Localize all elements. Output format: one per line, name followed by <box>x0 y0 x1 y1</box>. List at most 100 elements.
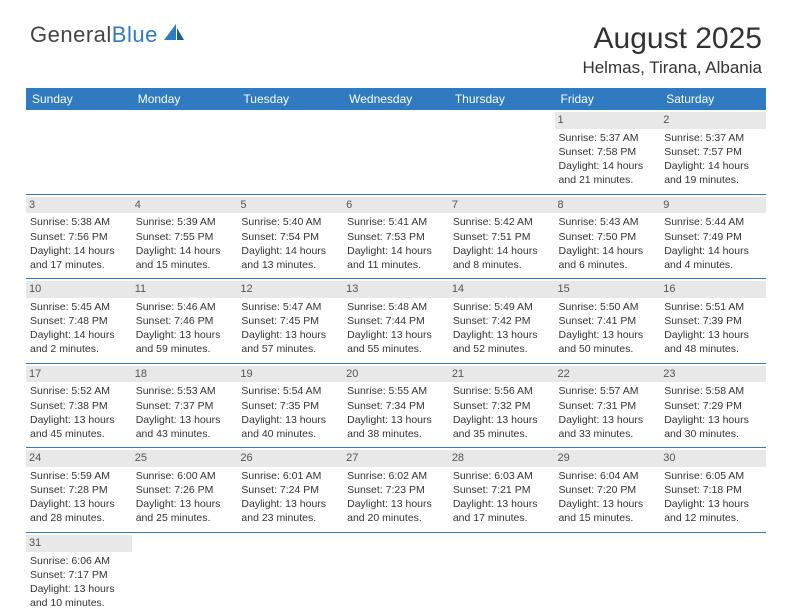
weekday-header: Wednesday <box>343 88 449 110</box>
cell-text: Sunrise: 5:37 AM <box>559 131 657 145</box>
calendar-cell: 3Sunrise: 5:38 AMSunset: 7:56 PMDaylight… <box>26 194 132 279</box>
cell-text: Daylight: 14 hours <box>241 244 339 258</box>
calendar-cell: 12Sunrise: 5:47 AMSunset: 7:45 PMDayligh… <box>237 279 343 364</box>
cell-text: Sunset: 7:35 PM <box>241 399 339 413</box>
calendar-row: 24Sunrise: 5:59 AMSunset: 7:28 PMDayligh… <box>26 448 766 533</box>
calendar-cell <box>449 532 555 616</box>
weekday-header: Tuesday <box>237 88 343 110</box>
cell-text: Sunset: 7:21 PM <box>453 483 551 497</box>
location: Helmas, Tirana, Albania <box>582 58 762 78</box>
cell-text: Daylight: 13 hours <box>453 413 551 427</box>
day-number: 27 <box>343 450 449 467</box>
cell-text: and 23 minutes. <box>241 511 339 525</box>
day-number: 3 <box>26 197 132 214</box>
calendar-cell: 16Sunrise: 5:51 AMSunset: 7:39 PMDayligh… <box>660 279 766 364</box>
cell-text: Sunrise: 5:49 AM <box>453 300 551 314</box>
cell-text: Sunset: 7:55 PM <box>136 230 234 244</box>
cell-text: Sunset: 7:20 PM <box>559 483 657 497</box>
cell-text: Sunset: 7:32 PM <box>453 399 551 413</box>
cell-text: Sunset: 7:18 PM <box>664 483 762 497</box>
calendar-cell: 8Sunrise: 5:43 AMSunset: 7:50 PMDaylight… <box>555 194 661 279</box>
cell-text: Daylight: 13 hours <box>559 328 657 342</box>
cell-text: Sunrise: 5:56 AM <box>453 384 551 398</box>
cell-text: Daylight: 13 hours <box>347 413 445 427</box>
cell-text: Sunset: 7:38 PM <box>30 399 128 413</box>
cell-text: Daylight: 13 hours <box>664 497 762 511</box>
day-number: 23 <box>660 366 766 383</box>
cell-text: Daylight: 14 hours <box>664 159 762 173</box>
calendar-cell <box>449 110 555 194</box>
cell-text: Sunrise: 5:44 AM <box>664 215 762 229</box>
day-number: 20 <box>343 366 449 383</box>
cell-text: and 2 minutes. <box>30 342 128 356</box>
cell-text: Daylight: 13 hours <box>347 328 445 342</box>
weekday-header: Saturday <box>660 88 766 110</box>
day-number: 11 <box>132 281 238 298</box>
calendar-row: 17Sunrise: 5:52 AMSunset: 7:38 PMDayligh… <box>26 363 766 448</box>
logo-text-1: General <box>30 22 112 48</box>
cell-text: Sunset: 7:26 PM <box>136 483 234 497</box>
calendar-cell <box>237 532 343 616</box>
day-number: 5 <box>237 197 343 214</box>
cell-text: Daylight: 13 hours <box>30 497 128 511</box>
cell-text: Sunrise: 5:43 AM <box>559 215 657 229</box>
cell-text: Sunrise: 6:06 AM <box>30 554 128 568</box>
cell-text: and 48 minutes. <box>664 342 762 356</box>
day-number: 19 <box>237 366 343 383</box>
cell-text: and 50 minutes. <box>559 342 657 356</box>
cell-text: and 10 minutes. <box>30 596 128 610</box>
calendar-cell: 25Sunrise: 6:00 AMSunset: 7:26 PMDayligh… <box>132 448 238 533</box>
cell-text: Sunrise: 5:47 AM <box>241 300 339 314</box>
cell-text: Sunset: 7:51 PM <box>453 230 551 244</box>
cell-text: Sunrise: 5:55 AM <box>347 384 445 398</box>
cell-text: Sunset: 7:37 PM <box>136 399 234 413</box>
cell-text: Sunrise: 5:54 AM <box>241 384 339 398</box>
calendar-cell: 6Sunrise: 5:41 AMSunset: 7:53 PMDaylight… <box>343 194 449 279</box>
cell-text: Sunset: 7:29 PM <box>664 399 762 413</box>
calendar-cell <box>660 532 766 616</box>
calendar-cell <box>132 110 238 194</box>
cell-text: and 8 minutes. <box>453 258 551 272</box>
month-title: August 2025 <box>582 22 762 56</box>
calendar-cell: 5Sunrise: 5:40 AMSunset: 7:54 PMDaylight… <box>237 194 343 279</box>
day-number: 30 <box>660 450 766 467</box>
cell-text: Daylight: 13 hours <box>136 328 234 342</box>
cell-text: Daylight: 13 hours <box>664 328 762 342</box>
cell-text: Sunrise: 5:48 AM <box>347 300 445 314</box>
cell-text: Daylight: 13 hours <box>347 497 445 511</box>
weekday-header: Sunday <box>26 88 132 110</box>
cell-text: and 17 minutes. <box>453 511 551 525</box>
cell-text: Sunrise: 5:59 AM <box>30 469 128 483</box>
cell-text: Daylight: 14 hours <box>30 328 128 342</box>
day-number: 14 <box>449 281 555 298</box>
cell-text: Daylight: 14 hours <box>30 244 128 258</box>
calendar-row: 31Sunrise: 6:06 AMSunset: 7:17 PMDayligh… <box>26 532 766 616</box>
cell-text: Sunset: 7:49 PM <box>664 230 762 244</box>
calendar-cell: 2Sunrise: 5:37 AMSunset: 7:57 PMDaylight… <box>660 110 766 194</box>
cell-text: Sunrise: 6:00 AM <box>136 469 234 483</box>
calendar-cell: 1Sunrise: 5:37 AMSunset: 7:58 PMDaylight… <box>555 110 661 194</box>
cell-text: Sunrise: 6:05 AM <box>664 469 762 483</box>
day-number: 29 <box>555 450 661 467</box>
cell-text: Sunset: 7:48 PM <box>30 314 128 328</box>
calendar-cell: 7Sunrise: 5:42 AMSunset: 7:51 PMDaylight… <box>449 194 555 279</box>
cell-text: Daylight: 13 hours <box>241 328 339 342</box>
day-number: 9 <box>660 197 766 214</box>
cell-text: Sunset: 7:31 PM <box>559 399 657 413</box>
cell-text: Daylight: 14 hours <box>559 244 657 258</box>
calendar-cell: 18Sunrise: 5:53 AMSunset: 7:37 PMDayligh… <box>132 363 238 448</box>
day-number: 25 <box>132 450 238 467</box>
weekday-header: Friday <box>555 88 661 110</box>
calendar-cell: 4Sunrise: 5:39 AMSunset: 7:55 PMDaylight… <box>132 194 238 279</box>
cell-text: and 15 minutes. <box>136 258 234 272</box>
header: GeneralBlue August 2025 Helmas, Tirana, … <box>0 0 792 88</box>
cell-text: and 17 minutes. <box>30 258 128 272</box>
day-number: 15 <box>555 281 661 298</box>
cell-text: and 33 minutes. <box>559 427 657 441</box>
calendar-cell <box>132 532 238 616</box>
weekday-header: Monday <box>132 88 238 110</box>
title-block: August 2025 Helmas, Tirana, Albania <box>582 22 762 78</box>
calendar-cell <box>555 532 661 616</box>
cell-text: Sunrise: 5:40 AM <box>241 215 339 229</box>
cell-text: Daylight: 13 hours <box>241 413 339 427</box>
